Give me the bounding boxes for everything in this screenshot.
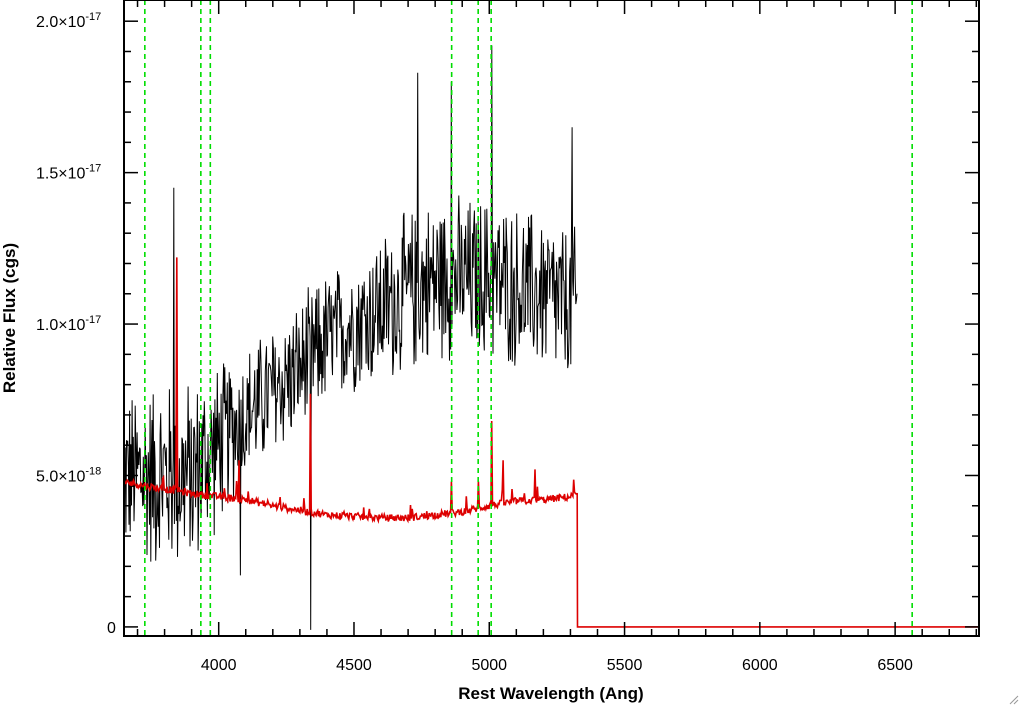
data-layer: [123, 0, 979, 636]
x-tick-label: 5000: [471, 657, 507, 674]
x-tick-label: 5500: [607, 657, 643, 674]
y-tick-label: 5.0×10-18: [36, 465, 101, 485]
series-observed-flux: [123, 45, 578, 630]
plot-frame: [123, 0, 980, 637]
x-tick-label: 6500: [877, 657, 913, 674]
y-tick-label: 1.5×10-17: [36, 163, 101, 183]
x-axis-label: Rest Wavelength (Ang): [458, 684, 643, 703]
ticks-layer: 4000 4500 5000 5500 6000 6500 0 5.0×10-18 1.0×10…: [36, 0, 979, 674]
y-tick-label: 1.0×10-17: [36, 314, 101, 334]
y-axis-label: Relative Flux (cgs): [0, 243, 19, 393]
series-model-flux: [124, 257, 979, 628]
resize-grip-icon: [1009, 695, 1019, 705]
y-tick-label: 2.0×10-17: [36, 11, 101, 31]
x-tick-label: 6000: [742, 657, 778, 674]
x-tick-label: 4500: [336, 657, 372, 674]
x-tick-label: 4000: [201, 657, 237, 674]
y-tick-label: 0: [107, 620, 116, 637]
